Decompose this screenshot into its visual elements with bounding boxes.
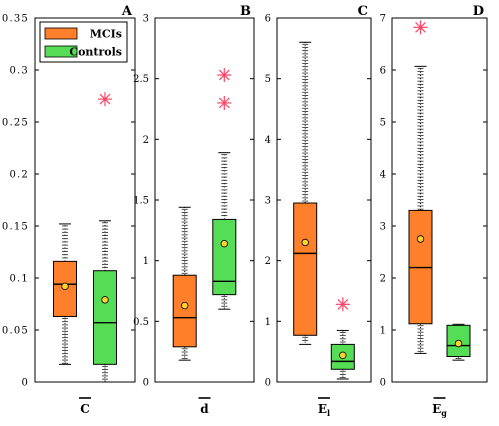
y-tick-label: 4 [380, 170, 386, 181]
outlier-stroke [99, 93, 111, 105]
mean-marker [61, 282, 69, 291]
mean-marker [220, 239, 228, 248]
box-controls [446, 323, 471, 361]
iqr-box [293, 202, 318, 336]
y-tick-label: 0.15 [2, 222, 29, 233]
iqr-box [93, 270, 117, 365]
box-mcis [172, 206, 197, 361]
y-tick-label: 4 [265, 135, 271, 146]
panel-A: 0 0.05 0.1 0.15 0.2 0.25 0.3 0.35 A C MCIs Controls [2, 4, 136, 416]
y-tick-label: 6 [265, 14, 271, 25]
mean-marker [301, 238, 309, 247]
outlier-marker [217, 68, 232, 83]
outlier-marker [335, 297, 350, 312]
box-mcis [53, 223, 77, 365]
iqr-box [172, 274, 197, 348]
y-tick-label: 1 [143, 256, 149, 267]
y-tick-label: 0 [21, 378, 29, 389]
y-tick-label: 3 [265, 196, 271, 207]
y-tick-label: 2 [143, 135, 149, 146]
y-tick-label: 2 [380, 274, 386, 285]
outlier-marker [217, 95, 232, 110]
legend-swatch [44, 27, 78, 40]
y-tick-label: 2.5 [133, 74, 149, 85]
mean-marker [454, 339, 463, 348]
y-tick-label: 0.05 [2, 326, 29, 337]
panel-B: 0 0.5 1 1.5 2 2.5 3 Bd [133, 4, 255, 416]
y-tick-label: 1 [265, 317, 271, 328]
outlier-stroke [415, 21, 426, 33]
legend-swatch [44, 45, 78, 58]
axes-frame [391, 17, 488, 383]
legend-label: Controls [69, 46, 122, 59]
y-tick-label: 3 [143, 14, 149, 25]
box-controls [212, 68, 237, 310]
y-tick-label: 5 [265, 74, 271, 85]
outlier-marker [98, 92, 112, 107]
x-axis-label: d [200, 402, 209, 416]
outlier-stroke [218, 69, 230, 81]
y-tick-label: 7 [380, 14, 386, 25]
panel-label: B [240, 4, 251, 19]
panel-label: C [358, 4, 368, 19]
mean-marker [101, 296, 109, 304]
y-tick-label: 0.25 [2, 118, 29, 129]
y-tick-label: 2 [265, 256, 271, 267]
outlier-stroke [337, 298, 349, 310]
panel-label: A [121, 4, 133, 19]
outlier-stroke [218, 97, 230, 109]
y-tick-label: 0.2 [9, 170, 29, 181]
mean-marker [416, 235, 425, 243]
panel-D: 0 1 2 3 4 5 6 7 D Eg [380, 4, 488, 418]
x-axis-label: El [318, 402, 330, 418]
axes-frame [154, 17, 255, 383]
y-tick-label: 0.1 [9, 274, 29, 285]
y-tick-label: 0 [143, 378, 149, 389]
y-tick-label: 0 [265, 378, 271, 389]
legend-label: MCIs [90, 28, 122, 41]
box-mcis [293, 41, 318, 345]
x-axis-label: C [80, 402, 90, 416]
mean-marker [180, 301, 189, 310]
x-axis-label: Eg [432, 402, 447, 418]
legend: MCIs Controls [39, 21, 128, 63]
y-tick-label: 1.5 [133, 196, 149, 207]
iqr-box [212, 218, 237, 296]
y-tick-label: 1 [380, 326, 386, 337]
axes-frame [34, 17, 136, 383]
panel-C: 0 1 2 3 4 5 6 C El [265, 4, 372, 418]
y-tick-label: 5 [380, 118, 386, 129]
y-tick-label: 0.5 [133, 317, 149, 328]
y-tick-label: 6 [380, 66, 386, 77]
y-tick-label: 0 [380, 378, 386, 389]
y-tick-label: 0.3 [9, 66, 29, 77]
box-controls [330, 297, 355, 380]
y-tick-label: 0.35 [2, 14, 29, 25]
box-controls [93, 92, 117, 383]
box-mcis [408, 20, 433, 354]
y-tick-label: 3 [380, 222, 386, 233]
mean-marker [339, 351, 347, 360]
outlier-marker [413, 20, 428, 35]
axes-frame [276, 17, 372, 383]
panel-label: D [473, 4, 484, 19]
